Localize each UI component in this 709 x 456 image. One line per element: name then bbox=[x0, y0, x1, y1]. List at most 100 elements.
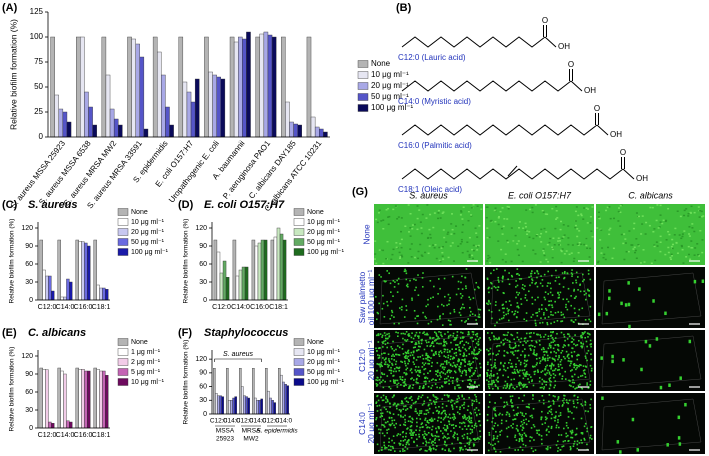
cell-cluster bbox=[444, 382, 447, 384]
cell-cluster bbox=[548, 371, 551, 374]
texture bbox=[623, 233, 626, 235]
cell-cluster bbox=[497, 440, 500, 443]
texture bbox=[652, 230, 655, 233]
cell-cluster bbox=[524, 359, 526, 362]
cell-cluster bbox=[429, 297, 432, 300]
cell-cluster bbox=[387, 366, 389, 368]
bar bbox=[252, 368, 255, 415]
cell-cluster bbox=[557, 348, 559, 351]
cell-cluster bbox=[546, 372, 548, 374]
cell-cluster bbox=[442, 305, 445, 307]
cell-cluster bbox=[543, 348, 545, 351]
cell-cluster bbox=[410, 378, 412, 380]
cell-cluster bbox=[445, 444, 448, 447]
cell-cluster bbox=[589, 305, 592, 308]
texture bbox=[494, 207, 497, 209]
cell-cluster bbox=[393, 368, 396, 370]
cell-cluster bbox=[574, 364, 576, 367]
texture bbox=[472, 249, 475, 252]
texture bbox=[687, 245, 690, 248]
texture bbox=[600, 229, 603, 231]
cell-cluster bbox=[524, 296, 527, 299]
cell-cluster bbox=[498, 350, 500, 352]
cell-cluster bbox=[461, 336, 464, 338]
cell-cluster bbox=[405, 305, 408, 307]
texture bbox=[561, 248, 564, 250]
cell-cluster bbox=[418, 375, 421, 378]
texture bbox=[400, 217, 403, 219]
cell-cluster bbox=[386, 304, 389, 307]
cell-cluster bbox=[510, 351, 512, 353]
cell-cluster bbox=[425, 441, 428, 444]
cell-cluster bbox=[425, 341, 428, 344]
cell-cluster bbox=[436, 335, 438, 337]
bar bbox=[194, 78, 200, 138]
cell-cluster bbox=[588, 318, 590, 321]
cell-cluster bbox=[622, 358, 625, 362]
cell-cluster bbox=[410, 341, 413, 343]
cell-cluster bbox=[574, 318, 577, 321]
texture bbox=[656, 245, 659, 247]
texture bbox=[426, 237, 429, 239]
cell-cluster bbox=[391, 419, 394, 422]
texture bbox=[526, 230, 529, 232]
frame-outline bbox=[379, 335, 480, 388]
cell-cluster bbox=[378, 432, 381, 434]
cell-cluster bbox=[566, 355, 569, 358]
texture bbox=[608, 206, 611, 208]
cell-cluster bbox=[532, 352, 535, 355]
cell-cluster bbox=[521, 399, 524, 402]
cell-cluster bbox=[497, 387, 499, 390]
texture bbox=[635, 212, 638, 214]
legend-label: 50 μg ml⁻¹ bbox=[307, 369, 341, 376]
cell-cluster bbox=[494, 413, 497, 416]
texture bbox=[499, 210, 502, 213]
cell-cluster bbox=[470, 412, 472, 415]
cell-cluster bbox=[558, 368, 560, 371]
bar bbox=[152, 36, 158, 138]
texture bbox=[553, 244, 556, 246]
legend-swatch bbox=[293, 248, 305, 256]
texture bbox=[619, 204, 622, 207]
texture bbox=[425, 217, 428, 219]
cell-cluster bbox=[516, 332, 519, 334]
cell-cluster bbox=[582, 343, 585, 345]
cell-cluster bbox=[563, 276, 566, 279]
cell-cluster bbox=[461, 395, 464, 398]
cell-cluster bbox=[516, 357, 519, 359]
cell-cluster bbox=[474, 439, 476, 441]
cell-cluster bbox=[486, 363, 489, 366]
cell-cluster bbox=[391, 355, 393, 357]
cell-cluster bbox=[390, 300, 392, 303]
cell-cluster bbox=[461, 404, 464, 407]
texture bbox=[653, 245, 656, 248]
cell-cluster bbox=[542, 358, 545, 360]
cell-cluster bbox=[521, 414, 524, 416]
legend-label: 100 μg ml⁻¹ bbox=[307, 379, 345, 386]
cell-cluster bbox=[465, 418, 467, 421]
cell-cluster bbox=[562, 445, 565, 447]
cell-cluster bbox=[386, 432, 389, 434]
cell-cluster bbox=[399, 307, 401, 309]
cell-cluster bbox=[434, 351, 437, 354]
cell-cluster bbox=[389, 412, 392, 415]
cell-cluster bbox=[402, 402, 404, 405]
cell-cluster bbox=[465, 268, 468, 270]
cell-cluster bbox=[576, 366, 578, 369]
texture bbox=[432, 226, 435, 229]
cell-cluster bbox=[390, 449, 392, 452]
texture bbox=[586, 222, 589, 224]
texture bbox=[525, 226, 528, 228]
cell-cluster bbox=[515, 366, 517, 368]
cell-cluster bbox=[550, 427, 553, 430]
cell-cluster bbox=[536, 333, 538, 336]
bar bbox=[165, 106, 170, 138]
cell-cluster bbox=[468, 387, 471, 390]
cell-cluster bbox=[562, 313, 564, 316]
cell-cluster bbox=[631, 417, 635, 422]
cell-cluster bbox=[487, 303, 489, 306]
cell-cluster bbox=[383, 332, 386, 334]
cell-cluster bbox=[475, 414, 478, 417]
texture bbox=[674, 227, 677, 230]
frame-outline bbox=[379, 398, 480, 451]
